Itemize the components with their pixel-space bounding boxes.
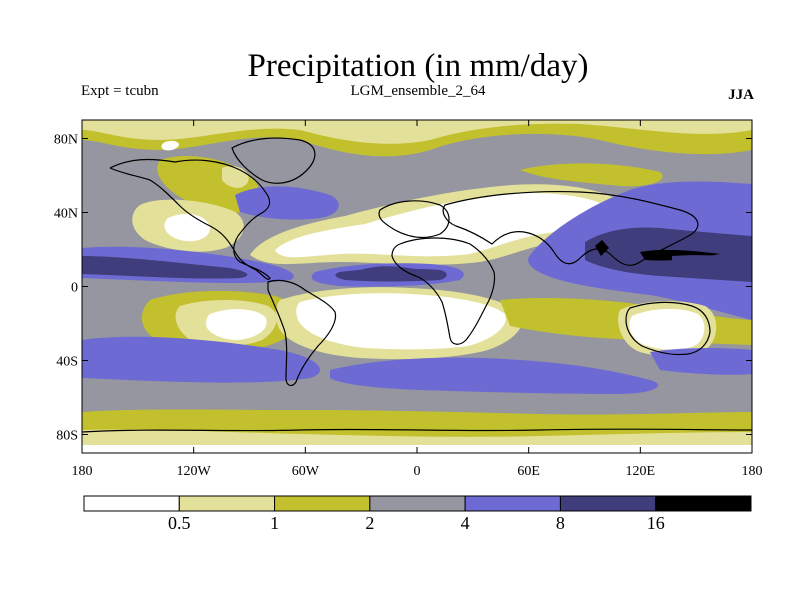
lon-tick-label: 180 xyxy=(72,464,93,479)
ne-pacific-dry-core xyxy=(164,213,211,242)
coast-australia xyxy=(625,301,711,356)
colorbar-legend: 0.5 1 2 4 8 16 xyxy=(83,495,752,533)
legend-threshold-label: 8 xyxy=(556,513,565,533)
map-plot-area xyxy=(82,120,752,453)
legend-swatch xyxy=(464,495,561,512)
lat-tick-label: 40N xyxy=(54,207,78,222)
legend-swatch xyxy=(559,495,657,512)
west-pacific-maximum xyxy=(640,249,720,261)
lat-tick-label: 80S xyxy=(56,429,78,444)
lon-tick-label: 0 xyxy=(414,464,421,479)
legend-swatch xyxy=(369,495,466,512)
lat-tick-label: 0 xyxy=(71,281,78,296)
subtropical-dry-core xyxy=(275,192,609,258)
lon-tick-label: 60E xyxy=(517,464,540,479)
legend-threshold-label: 0.5 xyxy=(168,513,191,533)
central-asia-band xyxy=(520,163,663,187)
legend-swatch xyxy=(274,495,371,512)
south-atlantic-dry-core xyxy=(296,293,506,350)
legend-threshold-label: 1 xyxy=(270,513,279,533)
lon-tick-label: 120W xyxy=(177,464,212,479)
legend-swatch xyxy=(178,495,276,512)
itcz-pacific-west-core xyxy=(672,255,752,268)
coast-south-america xyxy=(267,279,337,387)
legend-threshold-label: 4 xyxy=(461,513,470,533)
arctic-dry-spot xyxy=(161,140,179,151)
legend-threshold-label: 2 xyxy=(365,513,374,533)
season-label: JJA xyxy=(728,87,754,103)
coast-north-america xyxy=(109,158,271,280)
itcz-pacific-core xyxy=(82,256,248,279)
southern-ocean-band-central xyxy=(330,357,659,394)
coastlines xyxy=(82,137,752,433)
lon-tick-label: 60W xyxy=(292,464,320,479)
legend-threshold-label: 16 xyxy=(647,513,665,533)
n-atlantic-storm-track xyxy=(235,186,339,220)
coast-antarctica xyxy=(82,428,752,433)
australia-dry-core xyxy=(629,308,705,350)
arctic-band-0.5-1 xyxy=(82,120,752,144)
southern-ocean-band-west xyxy=(82,336,320,383)
coast-greenland xyxy=(231,137,316,184)
run-name-label: LGM_ensemble_2_64 xyxy=(350,83,486,99)
precip-field xyxy=(82,120,752,453)
map-title: Precipitation (in mm/day) xyxy=(247,48,589,84)
legend-swatch xyxy=(83,495,180,512)
lon-tick-label: 180 xyxy=(742,464,763,479)
se-pacific-dry-core xyxy=(206,309,267,340)
coast-africa xyxy=(391,237,496,345)
legend-swatch xyxy=(655,495,752,512)
experiment-label: Expt = tcubn xyxy=(81,83,159,99)
lat-tick-label: 40S xyxy=(56,355,78,370)
lon-tick-label: 120E xyxy=(626,464,656,479)
bay-of-bengal-maximum xyxy=(595,240,609,256)
coast-asia xyxy=(442,190,699,266)
lat-tick-label: 80N xyxy=(54,133,78,148)
coast-europe xyxy=(378,200,450,239)
map-axes: 80N 40N 0 40S 80S 180 120W 60W 0 60E 120E 180 xyxy=(54,120,763,479)
